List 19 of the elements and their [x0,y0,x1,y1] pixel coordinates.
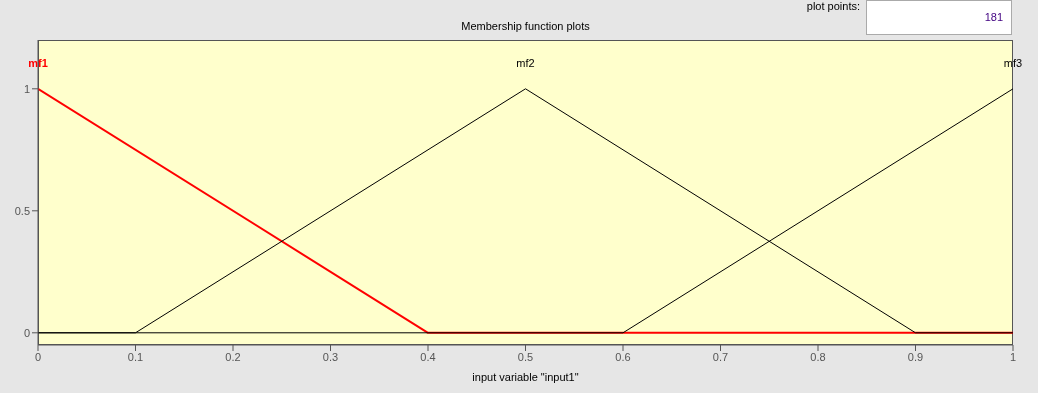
text: plot points: [806,0,860,12]
x-tick-label: 0.1 [127,350,144,363]
x-tick-label: 0.8 [810,350,826,363]
x-axis-title: input variable "input1" [472,370,579,383]
x-tick-label: 0 [34,350,42,363]
chart-title: Membership function plots [461,20,590,32]
x-tick-label: 0.9 [907,350,924,363]
x-tick-label: 1 [1009,350,1017,363]
x-tick-label: 0.5 [517,350,534,363]
text-field: 181 [866,0,1012,35]
x-tick-label: 0.2 [225,350,241,363]
text: mf2 [516,56,535,69]
x-tick-label: 0.4 [420,350,436,363]
x-tick-label: 0.7 [712,350,729,363]
x-tick-label: 0.3 [322,350,339,363]
x-tick-label: 0.6 [615,350,631,363]
y-tick-label: 0.5 [14,204,30,217]
y-tick-label: 1 [23,82,30,95]
y-tick-label: 0 [23,326,30,339]
